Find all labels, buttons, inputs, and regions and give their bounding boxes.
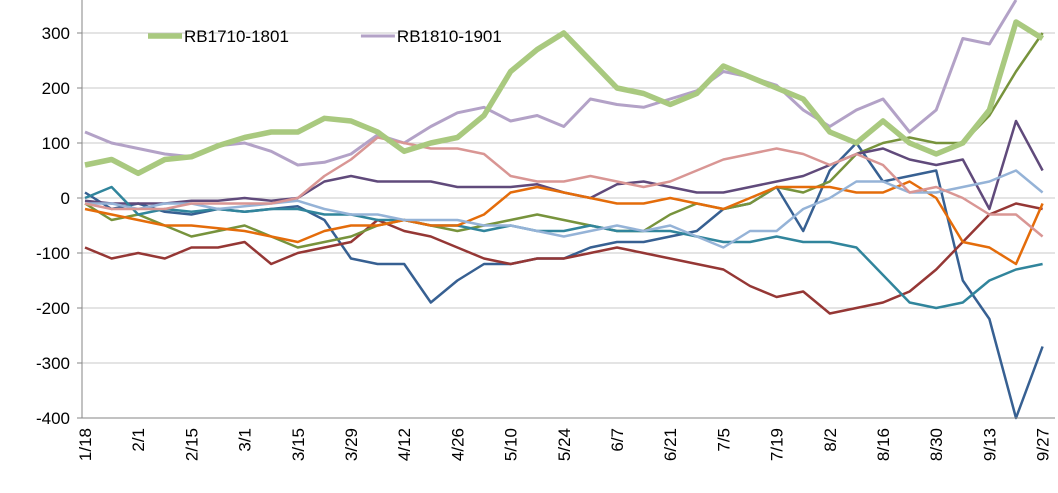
y-tick-label: -200 <box>36 299 70 318</box>
legend: RB1710-1801 RB1810-1901 <box>148 27 502 46</box>
x-tick-label: 5/10 <box>502 428 521 461</box>
legend-label: RB1710-1801 <box>184 27 289 46</box>
x-tick-label: 9/13 <box>980 428 999 461</box>
series-line <box>84 19 1045 177</box>
y-tick-label: -100 <box>36 244 70 263</box>
plot-area <box>84 0 1045 420</box>
y-tick-label: -300 <box>36 354 70 373</box>
x-tick-label: 6/7 <box>608 428 627 452</box>
x-tick-label: 3/29 <box>342 428 361 461</box>
x-tick-label: 1/18 <box>76 428 95 461</box>
series-line <box>85 169 1044 249</box>
y-tick-label: 100 <box>42 134 70 153</box>
x-tick-label: 4/26 <box>448 428 467 461</box>
axes: -400 -300 -200 -100 0 100 200 300 1/18 2/1 2/15 3/1… <box>36 0 1055 461</box>
series-line <box>84 0 1018 167</box>
x-tick-label: 8/2 <box>821 428 840 452</box>
series-line <box>84 185 1043 310</box>
x-tick-label: 2/15 <box>182 428 201 461</box>
y-tick-label: -400 <box>36 409 70 428</box>
x-tick-label: 8/16 <box>874 428 893 461</box>
y-tick-label: 200 <box>42 79 70 98</box>
y-tick-label: 300 <box>42 24 70 43</box>
series-line <box>84 136 1044 238</box>
x-tick-label: 9/27 <box>1034 428 1053 461</box>
x-tick-label: 8/30 <box>927 428 946 461</box>
x-tick-label: 4/12 <box>395 428 414 461</box>
grid <box>82 32 1055 419</box>
x-tick-label: 5/24 <box>555 428 574 461</box>
x-tick-label: 3/1 <box>236 428 255 452</box>
series-line <box>84 141 1044 420</box>
legend-label: RB1810-1901 <box>397 27 502 46</box>
series-line <box>84 202 1043 315</box>
x-tick-label: 3/15 <box>289 428 308 461</box>
series-line <box>84 180 1044 266</box>
x-tick-label: 7/19 <box>768 428 787 461</box>
y-tick-label: 0 <box>61 189 70 208</box>
series-line <box>84 32 1044 249</box>
x-tick-label: 6/21 <box>661 428 680 461</box>
x-tick-label: 2/1 <box>129 428 148 452</box>
x-tick-label: 7/5 <box>714 428 733 452</box>
